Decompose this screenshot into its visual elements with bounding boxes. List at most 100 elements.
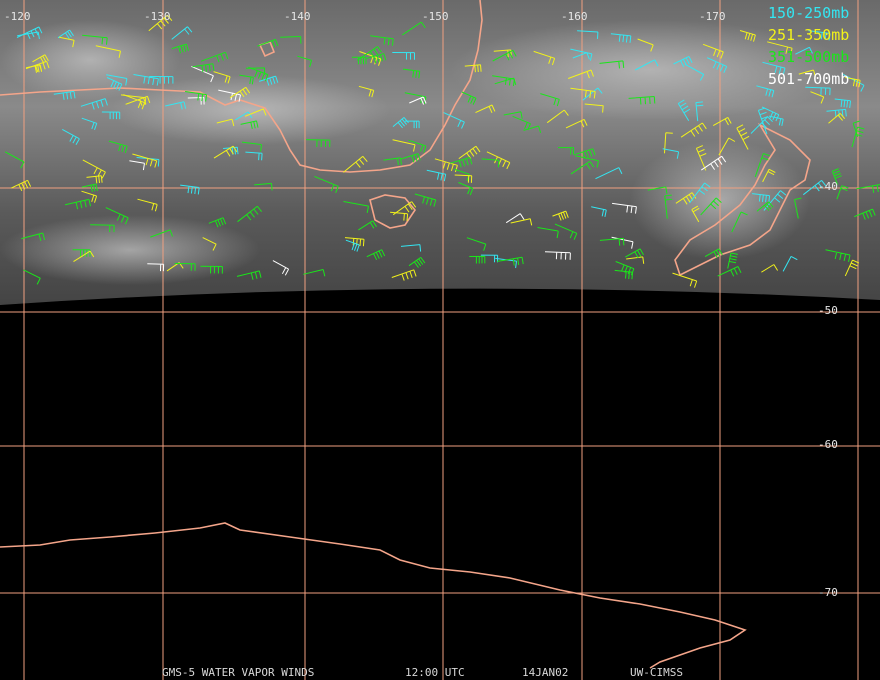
wind-barb — [570, 48, 593, 61]
wind-barb — [481, 158, 500, 168]
wind-barb — [229, 86, 251, 99]
wind-barb — [21, 232, 46, 242]
wind-barb — [510, 218, 533, 226]
wind-barb — [565, 118, 588, 129]
wind-barb — [795, 46, 813, 55]
wind-barb — [802, 180, 827, 196]
wind-barb — [591, 206, 607, 217]
wind-barb — [434, 158, 458, 173]
wind-barb — [254, 182, 273, 191]
wind-barb — [675, 192, 697, 205]
wind-barb — [125, 95, 151, 106]
wind-barb — [150, 229, 173, 238]
wind-barb — [533, 50, 556, 66]
latitude-label: -40 — [818, 180, 838, 193]
wind-barb — [664, 132, 673, 154]
footer: GMS-5 WATER VAPOR WINDS 12:00 UTC 14JAN0… — [162, 666, 683, 679]
wind-barb — [280, 36, 302, 44]
wind-barb — [836, 185, 849, 200]
wind-barb — [767, 41, 793, 56]
wind-barb — [180, 184, 200, 195]
wind-barb — [756, 201, 774, 212]
wind-barb — [805, 86, 831, 96]
wind-barb — [16, 26, 43, 40]
latitude-label: -50 — [818, 304, 838, 317]
longitude-label: -130 — [144, 10, 171, 23]
wind-barb — [200, 51, 229, 63]
wind-barb — [628, 96, 656, 105]
coastline — [0, 522, 747, 669]
wind-barb — [612, 202, 637, 214]
footer-time: 12:00 UTC — [405, 666, 465, 679]
wind-barb — [691, 205, 700, 223]
latitude-label: -70 — [818, 586, 838, 599]
latitude-label: -60 — [818, 438, 838, 451]
wind-barb — [701, 155, 727, 171]
wind-barb — [492, 75, 515, 87]
wind-barb — [647, 186, 668, 194]
wind-barb — [129, 160, 145, 171]
wind-barb — [461, 91, 477, 105]
wind-barb — [492, 49, 517, 62]
wind-barb — [825, 249, 851, 263]
wind-barb — [108, 140, 128, 154]
wind-barb — [245, 151, 263, 161]
cloud — [110, 75, 390, 145]
wind-barb — [577, 30, 599, 39]
wind-barb — [257, 38, 279, 48]
wind-barb — [572, 52, 590, 60]
wind-barb — [684, 63, 705, 81]
wind-barb — [351, 56, 367, 65]
wind-barb — [391, 269, 417, 281]
wind-barb — [599, 60, 625, 69]
wind-barb — [86, 175, 103, 184]
wind-barb — [303, 269, 326, 277]
wind-barb — [149, 76, 174, 84]
wind-barb — [458, 145, 481, 160]
wind-barb — [357, 46, 382, 61]
wind-barb — [59, 36, 75, 48]
wind-barb — [695, 101, 704, 122]
wind-barb — [405, 120, 420, 129]
wind-barb — [240, 120, 259, 130]
wind-barb — [213, 71, 231, 84]
wind-barb — [712, 116, 732, 127]
wind-barb — [503, 111, 523, 119]
wind-barb — [664, 194, 673, 219]
wind-barb — [842, 73, 865, 92]
wind-barb — [537, 227, 559, 239]
wind-barb — [717, 266, 742, 277]
wind-barb — [106, 77, 123, 91]
wind-barb — [450, 157, 473, 168]
wind-barb — [458, 182, 474, 196]
wind-barb — [82, 34, 108, 45]
wind-barb — [727, 252, 738, 269]
wind-barb — [856, 183, 880, 193]
wind-barb — [702, 43, 724, 59]
wind-barb — [782, 255, 798, 272]
legend-entry: 501-700mb — [768, 70, 849, 88]
wind-barb — [851, 126, 865, 148]
wind-barb — [244, 108, 267, 117]
wind-barb — [105, 207, 129, 225]
wind-barb — [272, 260, 290, 276]
wind-barb — [443, 112, 465, 129]
wind-barb — [148, 14, 173, 32]
wind-barb — [574, 148, 596, 159]
wind-barb — [739, 30, 756, 42]
wind-barb — [57, 29, 74, 39]
wind-barb — [137, 198, 158, 212]
wind-barb — [677, 99, 691, 121]
wind-barb — [192, 63, 215, 73]
legend: 150-250mb 251-350mb 351-500mb 501-700mb — [768, 4, 849, 88]
wind-barb — [695, 145, 707, 171]
wind-barb — [486, 151, 511, 170]
longitude-label: -150 — [422, 10, 449, 23]
legend-entry: 150-250mb — [768, 4, 849, 22]
wind-barb — [95, 45, 121, 58]
wind-barb — [844, 259, 860, 277]
wind-barb — [344, 237, 365, 247]
wind-barb — [165, 101, 187, 110]
wind-barb — [106, 74, 128, 86]
